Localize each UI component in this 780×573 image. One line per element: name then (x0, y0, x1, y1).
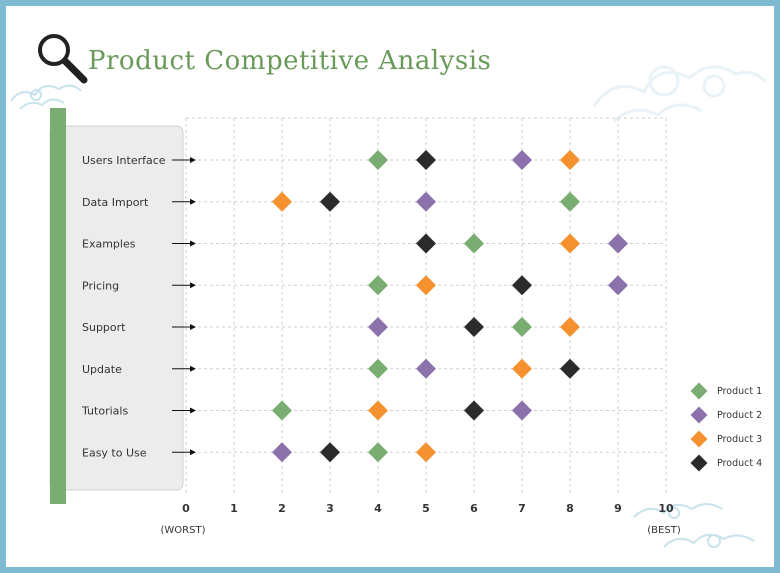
arrow-head (190, 282, 196, 289)
category-label: Support (82, 321, 126, 334)
data-point-product-4 (416, 233, 436, 254)
data-point-product-1 (368, 442, 388, 463)
legend-marker (690, 382, 708, 400)
data-point-product-2 (512, 400, 532, 421)
data-point-product-2 (272, 442, 292, 463)
category-label: Update (82, 363, 122, 376)
data-point-product-2 (608, 233, 628, 254)
category-label: Pricing (82, 279, 119, 292)
data-point-product-1 (464, 233, 484, 254)
data-point-product-1 (560, 191, 580, 212)
data-point-product-3 (560, 233, 580, 254)
page-title: Product Competitive Analysis (88, 46, 492, 76)
data-point-product-3 (512, 358, 532, 379)
legend: Product 1 Product 2 Product 3 Product 4 (689, 379, 774, 475)
arrow-head (190, 365, 196, 372)
x-tick-label: 6 (470, 502, 478, 515)
legend-item: Product 3 (689, 427, 774, 451)
data-point-product-1 (512, 317, 532, 337)
category-label: Users Interface (82, 154, 166, 167)
x-tick-label: 9 (614, 502, 622, 515)
x-tick-label: 2 (278, 502, 286, 515)
x-tick-label: 4 (374, 502, 382, 515)
legend-item: Product 1 (689, 379, 774, 403)
category-label: Examples (82, 238, 136, 251)
data-point-product-3 (560, 317, 580, 337)
data-point-product-3 (272, 191, 292, 212)
competitive-analysis-chart: Users Interface Data Import Examples Pricin… (49, 108, 681, 536)
category-panel (49, 125, 184, 491)
category-label: Tutorials (81, 405, 128, 418)
data-point-product-4 (320, 191, 340, 212)
x-tick-label: 3 (326, 502, 334, 515)
cloud-decoration-left (10, 84, 82, 110)
x-tick-label: 7 (518, 502, 526, 515)
arrow-head (190, 157, 196, 163)
arrow-head (190, 198, 196, 205)
x-axis-best-label: (BEST) (647, 525, 681, 536)
legend-label: Product 1 (717, 385, 763, 397)
x-tick-label: 8 (566, 502, 574, 515)
x-tick-label: 5 (422, 502, 430, 515)
arrow-head (190, 240, 196, 247)
data-point-product-1 (272, 400, 292, 421)
legend-label: Product 4 (717, 457, 763, 469)
legend-label: Product 3 (717, 433, 763, 445)
data-point-product-4 (464, 400, 484, 421)
data-point-product-4 (464, 317, 484, 337)
data-point-product-3 (368, 400, 388, 421)
arrow-head (190, 407, 196, 414)
data-point-product-2 (416, 191, 436, 212)
category-label: Easy to Use (82, 446, 147, 459)
category-label: Data Import (82, 196, 149, 209)
data-point-product-4 (512, 275, 532, 296)
cloud-decoration-bottom (633, 503, 755, 548)
magnifier-icon (38, 34, 88, 84)
data-point-product-2 (608, 275, 628, 296)
legend-marker (690, 454, 708, 472)
x-tick-label: 0 (182, 502, 190, 515)
cloud-decoration-right (592, 65, 768, 123)
legend-marker (690, 406, 708, 424)
data-point-product-1 (368, 150, 388, 170)
data-point-product-4 (416, 150, 436, 170)
accent-bar (50, 108, 66, 504)
data-point-product-1 (368, 358, 388, 379)
data-point-product-1 (368, 275, 388, 296)
arrow-head (190, 449, 196, 456)
data-point-product-3 (416, 442, 436, 463)
data-point-product-2 (512, 150, 532, 170)
arrow-head (190, 324, 196, 330)
legend-marker (690, 430, 708, 448)
data-point-product-3 (416, 275, 436, 296)
data-point-product-2 (416, 358, 436, 379)
legend-item: Product 4 (689, 451, 774, 475)
x-tick-label: 10 (658, 502, 674, 515)
legend-label: Product 2 (717, 409, 763, 421)
legend-item: Product 2 (689, 403, 774, 427)
data-point-product-4 (560, 358, 580, 379)
x-axis-worst-label: (WORST) (161, 525, 206, 536)
x-tick-label: 1 (230, 502, 238, 515)
data-point-product-3 (560, 150, 580, 170)
data-point-product-2 (368, 317, 388, 337)
data-point-product-4 (320, 442, 340, 463)
